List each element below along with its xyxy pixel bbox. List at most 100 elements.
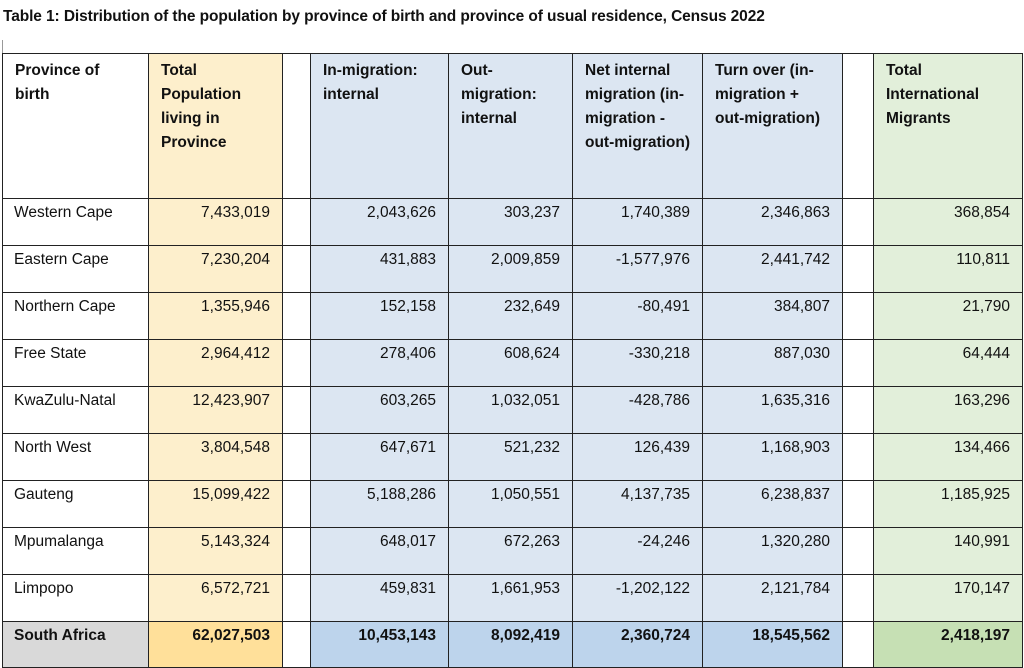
out-migration-cell: 8,092,419: [448, 621, 573, 668]
province-cell: Limpopo: [2, 574, 149, 622]
net-migration-cell: 4,137,735: [572, 480, 703, 528]
spacer-cell: [842, 245, 874, 293]
spacer-cell: [282, 198, 311, 246]
table-row: Mpumalanga 5,143,324 648,017 672,263 -24,246…: [2, 527, 1023, 575]
total-population-cell: 6,572,721: [148, 574, 283, 622]
international-cell: 170,147: [873, 574, 1023, 622]
net-migration-cell: -1,577,976: [572, 245, 703, 293]
total-population-cell: 1,355,946: [148, 292, 283, 340]
in-migration-cell: 648,017: [310, 527, 449, 575]
spacer-cell: [282, 574, 311, 622]
total-population-cell: 3,804,548: [148, 433, 283, 481]
out-migration-cell: 303,237: [448, 198, 573, 246]
province-cell: Eastern Cape: [2, 245, 149, 293]
international-cell: 110,811: [873, 245, 1023, 293]
table-row: Eastern Cape 7,230,204 431,883 2,009,859 -1,…: [2, 245, 1023, 293]
international-cell: 2,418,197: [873, 621, 1023, 668]
in-migration-cell: 431,883: [310, 245, 449, 293]
turnover-cell: 2,346,863: [702, 198, 843, 246]
province-cell: Mpumalanga: [2, 527, 149, 575]
spacer-cell: [842, 527, 874, 575]
in-migration-cell: 5,188,286: [310, 480, 449, 528]
net-migration-cell: -428,786: [572, 386, 703, 434]
in-migration-cell: 647,671: [310, 433, 449, 481]
spacer-cell: [842, 339, 874, 387]
total-population-cell: 62,027,503: [148, 621, 283, 668]
province-cell: South Africa: [2, 621, 149, 668]
province-cell: Free State: [2, 339, 149, 387]
out-migration-cell: 2,009,859: [448, 245, 573, 293]
province-cell: KwaZulu-Natal: [2, 386, 149, 434]
turnover-cell: 18,545,562: [702, 621, 843, 668]
spacer-cell: [282, 386, 311, 434]
international-cell: 134,466: [873, 433, 1023, 481]
table-row: Western Cape 7,433,019 2,043,626 303,237 1,7…: [2, 198, 1023, 246]
table-row: Gauteng 15,099,422 5,188,286 1,050,551 4,137…: [2, 480, 1023, 528]
table-row: Northern Cape 1,355,946 152,158 232,649 -80,…: [2, 292, 1023, 340]
total-row: South Africa 62,027,503 10,453,143 8,092,41…: [2, 621, 1023, 668]
province-cell: Northern Cape: [2, 292, 149, 340]
spacer-cell: [842, 292, 874, 340]
table-row: KwaZulu-Natal 12,423,907 603,265 1,032,051-…: [2, 386, 1023, 434]
out-migration-cell: 672,263: [448, 527, 573, 575]
out-migration-cell: 1,661,953: [448, 574, 573, 622]
spacer-cell: [842, 433, 874, 481]
divider: [2, 40, 3, 53]
net-migration-cell: -80,491: [572, 292, 703, 340]
total-population-cell: 7,230,204: [148, 245, 283, 293]
out-migration-cell: 1,050,551: [448, 480, 573, 528]
international-cell: 163,296: [873, 386, 1023, 434]
international-cell: 64,444: [873, 339, 1023, 387]
spacer-cell: [842, 480, 874, 528]
net-migration-cell: 126,439: [572, 433, 703, 481]
out-migration-cell: 1,032,051: [448, 386, 573, 434]
total-population-cell: 12,423,907: [148, 386, 283, 434]
net-migration-cell: 1,740,389: [572, 198, 703, 246]
turnover-cell: 1,635,316: [702, 386, 843, 434]
spacer-cell: [282, 245, 311, 293]
turnover-cell: 384,807: [702, 292, 843, 340]
spacer-cell: [282, 433, 311, 481]
spacer-column: [842, 53, 874, 199]
out-migration-cell: 608,624: [448, 339, 573, 387]
international-cell: 368,854: [873, 198, 1023, 246]
turnover-cell: 1,320,280: [702, 527, 843, 575]
in-migration-cell: 603,265: [310, 386, 449, 434]
net-migration-cell: -24,246: [572, 527, 703, 575]
spacer-column: [282, 53, 311, 199]
international-cell: 140,991: [873, 527, 1023, 575]
total-population-cell: 7,433,019: [148, 198, 283, 246]
international-cell: 1,185,925: [873, 480, 1023, 528]
in-migration-cell: 278,406: [310, 339, 449, 387]
spacer-cell: [842, 386, 874, 434]
spacer-cell: [282, 339, 311, 387]
header-row: Province of birth Total Population livin…: [2, 53, 1023, 199]
net-migration-cell: 2,360,724: [572, 621, 703, 668]
in-migration-cell: 10,453,143: [310, 621, 449, 668]
turnover-cell: 887,030: [702, 339, 843, 387]
header-total-population: Total Population living in Province: [148, 53, 283, 199]
header-out-migration: Out-migration: internal: [448, 53, 573, 199]
net-migration-cell: -330,218: [572, 339, 703, 387]
turnover-cell: 1,168,903: [702, 433, 843, 481]
table-row: Limpopo 6,572,721 459,831 1,661,953 -1,202,1…: [2, 574, 1023, 622]
out-migration-cell: 521,232: [448, 433, 573, 481]
in-migration-cell: 152,158: [310, 292, 449, 340]
spacer-cell: [282, 480, 311, 528]
total-population-cell: 15,099,422: [148, 480, 283, 528]
spacer-cell: [282, 621, 311, 668]
turnover-cell: 2,121,784: [702, 574, 843, 622]
header-international: Total International Migrants: [873, 53, 1023, 199]
turnover-cell: 6,238,837: [702, 480, 843, 528]
table-title: Table 1: Distribution of the population …: [3, 8, 765, 25]
international-cell: 21,790: [873, 292, 1023, 340]
in-migration-cell: 2,043,626: [310, 198, 449, 246]
header-turnover: Turn over (in-migration + out-migration): [702, 53, 843, 199]
out-migration-cell: 232,649: [448, 292, 573, 340]
province-cell: North West: [2, 433, 149, 481]
spacer-cell: [842, 198, 874, 246]
header-net-migration: Net internal migration (in-migration - o…: [572, 53, 703, 199]
spacer-cell: [282, 527, 311, 575]
header-in-migration: In-migration: internal: [310, 53, 449, 199]
in-migration-cell: 459,831: [310, 574, 449, 622]
